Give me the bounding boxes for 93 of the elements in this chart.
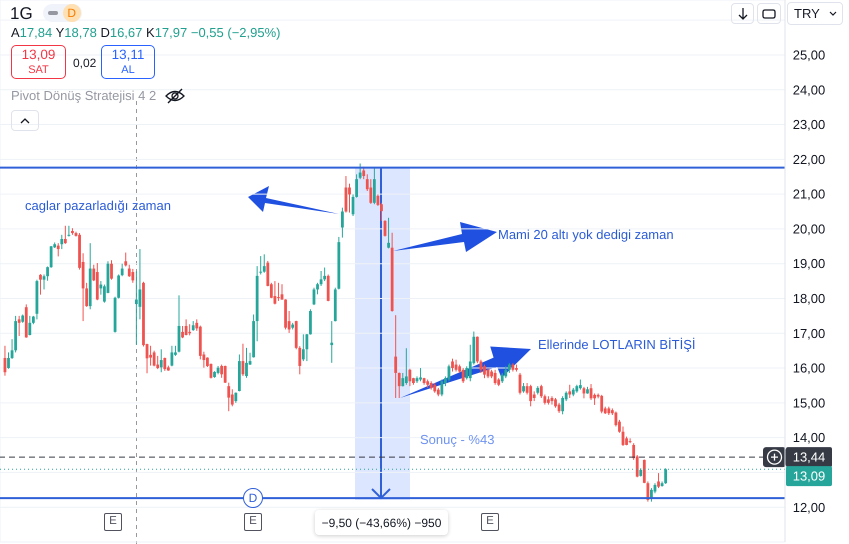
candlestick: [486, 368, 490, 379]
y-tick-label: 18,00: [792, 291, 826, 306]
annotation: Pivot Dönüş Stratejisi 4 2: [11, 88, 156, 103]
candlestick: [134, 270, 138, 346]
y-tick-label: 12,00: [792, 500, 826, 515]
annotation: E: [109, 515, 117, 528]
candlestick: [188, 324, 192, 336]
annotation: 0,02: [73, 56, 96, 70]
candlestick: [344, 176, 348, 214]
annotation: −9,50 (−43,66%) −950: [322, 516, 442, 530]
buy-button: 13,11 AL: [101, 45, 155, 79]
candlestick: [451, 358, 454, 372]
square-marker: E: [104, 513, 122, 531]
annotation: 13,09: [22, 47, 56, 62]
annotation: caglar pazarladığı zaman: [25, 198, 171, 213]
candlestick: [384, 220, 386, 238]
candlestick: [340, 207, 344, 238]
circle-marker: D: [243, 488, 263, 508]
candlestick: [454, 359, 458, 372]
annotation: 13,11: [112, 47, 144, 62]
measure-label-box: −9,50 (−43,66%) −950: [315, 510, 448, 535]
candlestick: [160, 348, 163, 373]
candlestick: [387, 217, 390, 249]
y-tick-label: 21,00: [792, 186, 826, 202]
chart-title: 1G: [10, 4, 33, 22]
y-tick-label: 20,00: [792, 221, 826, 236]
candlestick: [259, 256, 262, 275]
annotation: D: [62, 4, 81, 22]
candlestick: [494, 369, 497, 386]
candlestick: [522, 382, 525, 394]
y-tick-label: 15,00: [792, 395, 826, 410]
annotation: Sonuç - %43: [420, 432, 494, 447]
candlestick: [358, 163, 362, 180]
candlestick: [394, 314, 398, 398]
y-tick-label: 25,00: [792, 48, 826, 63]
ref-line-label: 13,44: [792, 450, 826, 465]
candlestick: [170, 345, 174, 367]
candlestick: [558, 402, 560, 414]
y-tick-label: 22,00: [792, 152, 826, 167]
candlestick: [131, 268, 134, 284]
square-marker: E: [244, 513, 262, 531]
candlestick: [369, 178, 372, 204]
candlestick: [277, 282, 280, 302]
candlestick: [440, 379, 444, 397]
annotation: Mami 20 altı yok dedigi zaman: [498, 227, 674, 242]
candlestick: [646, 480, 650, 502]
candlestick: [4, 345, 6, 376]
candlestick: [245, 347, 248, 378]
candlestick: [578, 379, 582, 390]
candlestick: [419, 368, 422, 382]
candlestick: [152, 350, 156, 367]
y-tick-label: 23,00: [792, 117, 826, 132]
candlestick: [18, 315, 21, 337]
candlestick: [274, 280, 276, 305]
annotation: E: [486, 515, 494, 528]
annotation: E: [249, 515, 257, 528]
candlestick: [242, 343, 244, 377]
candlestick: [561, 396, 564, 415]
candlestick: [518, 372, 522, 395]
candlestick: [156, 355, 160, 370]
candlestick: [372, 167, 376, 205]
currency-dropdown: TRY: [787, 2, 843, 25]
candlestick: [500, 372, 504, 384]
status-badge: D: [42, 4, 82, 22]
candlestick: [323, 267, 326, 282]
candlestick: [110, 260, 113, 280]
y-tick-label: 14,00: [792, 430, 826, 446]
candlestick: [348, 183, 351, 214]
annotation: Ellerinde LOTLARIN BİTİŞİ: [538, 337, 696, 352]
candlestick: [39, 274, 42, 296]
candlestick: [184, 318, 188, 336]
candlestick: [582, 386, 586, 399]
sell-button: 13,09 SAT: [11, 45, 66, 79]
candlestick: [56, 242, 60, 257]
text: A17,84 Y18,78 D16,67 K17,97 −0,55 (−2,95%): [11, 25, 281, 40]
square-marker: E: [481, 513, 499, 531]
y-tick-label: 16,00: [792, 360, 826, 376]
candlestick: [408, 368, 412, 387]
y-tick-label: 19,00: [792, 256, 826, 272]
candlestick: [149, 345, 152, 366]
y-tick-label: 17,00: [792, 326, 826, 341]
annotation: AL: [121, 64, 135, 76]
candlestick: [312, 287, 316, 306]
candlestick: [590, 384, 592, 401]
candlestick: [330, 320, 334, 364]
y-tick-label: 24,00: [792, 82, 826, 98]
candlestick: [448, 364, 450, 382]
candlestick: [220, 364, 224, 378]
ref-line-label: 13,09: [792, 468, 826, 484]
annotation: SAT: [28, 64, 49, 76]
candlestick: [67, 225, 70, 238]
candlestick: [657, 472, 660, 489]
annotation: D: [248, 491, 258, 505]
